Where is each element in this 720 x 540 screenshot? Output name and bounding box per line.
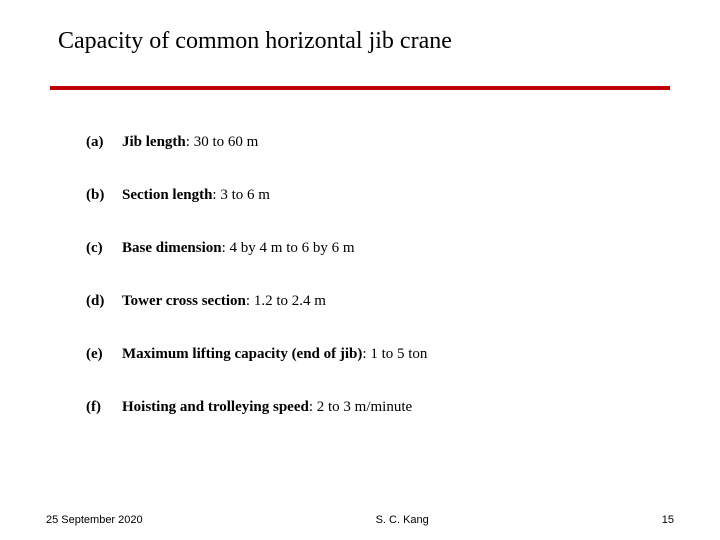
list-item: (d) Tower cross section: 1.2 to 2.4 m <box>86 291 646 312</box>
item-value: 1.2 to 2.4 m <box>254 293 326 309</box>
item-value: 1 to 5 ton <box>370 346 427 362</box>
list-item: (a) Jib length: 30 to 60 m <box>86 132 646 153</box>
item-sep: : <box>309 399 317 415</box>
item-marker: (b) <box>86 185 122 206</box>
item-text: Base dimension: 4 by 4 m to 6 by 6 m <box>122 238 355 259</box>
item-marker: (c) <box>86 238 122 259</box>
item-sep: : <box>222 240 230 256</box>
title-underline <box>50 86 670 90</box>
item-sep: : <box>186 134 194 150</box>
footer-page: 15 <box>662 514 674 526</box>
item-value: 30 to 60 m <box>194 134 259 150</box>
item-text: Maximum lifting capacity (end of jib): 1… <box>122 344 427 365</box>
item-value: 3 to 6 m <box>220 187 270 203</box>
item-marker: (f) <box>86 397 122 418</box>
item-value: 4 by 4 m to 6 by 6 m <box>230 240 355 256</box>
item-marker: (d) <box>86 291 122 312</box>
footer: 25 September 2020 S. C. Kang 15 <box>0 514 720 526</box>
item-label: Maximum lifting capacity (end of jib) <box>122 346 362 362</box>
capacity-list: (a) Jib length: 30 to 60 m (b) Section l… <box>86 132 646 450</box>
slide: Capacity of common horizontal jib crane … <box>0 0 720 540</box>
footer-date: 25 September 2020 <box>46 514 143 526</box>
item-label: Tower cross section <box>122 293 246 309</box>
item-text: Section length: 3 to 6 m <box>122 185 270 206</box>
list-item: (c) Base dimension: 4 by 4 m to 6 by 6 m <box>86 238 646 259</box>
item-sep: : <box>246 293 254 309</box>
item-text: Tower cross section: 1.2 to 2.4 m <box>122 291 326 312</box>
item-label: Hoisting and trolleying speed <box>122 399 309 415</box>
slide-title: Capacity of common horizontal jib crane <box>58 28 452 55</box>
item-text: Hoisting and trolleying speed: 2 to 3 m/… <box>122 397 412 418</box>
item-value: 2 to 3 m/minute <box>317 399 412 415</box>
item-marker: (a) <box>86 132 122 153</box>
item-text: Jib length: 30 to 60 m <box>122 132 258 153</box>
item-label: Section length <box>122 187 212 203</box>
footer-author: S. C. Kang <box>376 514 429 526</box>
list-item: (e) Maximum lifting capacity (end of jib… <box>86 344 646 365</box>
item-label: Jib length <box>122 134 186 150</box>
list-item: (f) Hoisting and trolleying speed: 2 to … <box>86 397 646 418</box>
item-marker: (e) <box>86 344 122 365</box>
item-label: Base dimension <box>122 240 222 256</box>
list-item: (b) Section length: 3 to 6 m <box>86 185 646 206</box>
